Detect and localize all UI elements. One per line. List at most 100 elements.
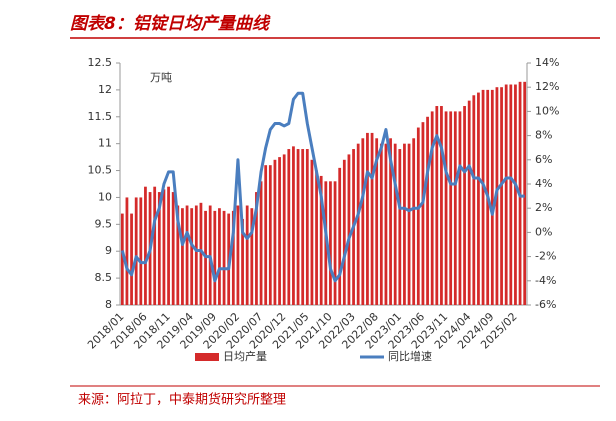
bar xyxy=(167,186,170,305)
bar xyxy=(301,149,305,305)
chart-title: 图表8：铝锭日均产量曲线 xyxy=(70,14,271,34)
bar xyxy=(375,138,379,305)
bar xyxy=(282,154,286,305)
y-tick-label: 9.5 xyxy=(95,217,113,230)
bar xyxy=(472,95,476,306)
bar xyxy=(278,157,281,305)
bar xyxy=(407,143,411,305)
y-tick-label: 9 xyxy=(105,244,112,257)
bar xyxy=(139,197,143,305)
bar xyxy=(176,205,180,305)
bar xyxy=(218,208,221,305)
y2-tick-label: -4% xyxy=(535,274,556,287)
y-tick-label: 12 xyxy=(98,83,112,96)
bar xyxy=(236,205,240,305)
bar xyxy=(463,106,466,306)
bar xyxy=(190,208,194,305)
y2-tick-label: -2% xyxy=(535,250,556,263)
bar xyxy=(250,208,254,305)
bar xyxy=(222,210,226,305)
y-tick-label: 8.5 xyxy=(95,271,113,284)
bar xyxy=(194,205,198,305)
legend-label: 日均产量 xyxy=(223,349,267,363)
y2-tick-label: -6% xyxy=(535,298,556,311)
bar xyxy=(292,146,295,305)
bar xyxy=(426,116,429,306)
bar xyxy=(181,208,184,305)
y-tick-label: 10 xyxy=(98,190,112,203)
y2-tick-label: 4% xyxy=(535,177,552,190)
bar xyxy=(130,213,133,305)
bar xyxy=(213,210,217,305)
bar xyxy=(338,167,342,305)
bar xyxy=(458,111,462,306)
bar xyxy=(241,218,244,305)
bar xyxy=(398,149,402,305)
bar xyxy=(477,92,480,305)
bar xyxy=(393,143,397,305)
bar xyxy=(120,213,124,305)
bar xyxy=(509,84,513,305)
y2-tick-label: 2% xyxy=(535,201,552,214)
bar xyxy=(268,165,272,305)
bar xyxy=(481,89,485,305)
y2-tick-label: 10% xyxy=(535,104,559,117)
bar xyxy=(467,100,471,306)
bar xyxy=(157,192,161,305)
bar xyxy=(389,138,392,305)
bar xyxy=(255,192,258,305)
bar xyxy=(444,111,448,306)
bar xyxy=(504,84,508,305)
bar xyxy=(310,159,314,305)
bar xyxy=(134,197,138,305)
bar xyxy=(384,143,388,305)
bar xyxy=(449,111,453,306)
bar xyxy=(305,149,309,305)
bar xyxy=(329,181,332,305)
source: 来源：阿拉丁，中泰期货研究所整理 xyxy=(78,392,286,408)
bar xyxy=(333,181,337,305)
bar xyxy=(361,138,365,305)
bar xyxy=(199,202,203,305)
y2-tick-label: 0% xyxy=(535,225,552,238)
bar xyxy=(379,143,383,305)
bar xyxy=(435,106,439,306)
bar xyxy=(356,143,360,305)
bar xyxy=(287,149,291,305)
bar xyxy=(453,111,457,306)
bar xyxy=(171,192,175,305)
bar xyxy=(342,159,346,305)
bar xyxy=(264,165,268,305)
y2-tick-label: 8% xyxy=(535,129,552,142)
bar xyxy=(153,186,157,305)
y-tick-label: 11.5 xyxy=(88,110,113,123)
bar xyxy=(347,154,351,305)
y-tick-label: 11 xyxy=(98,137,112,150)
bar xyxy=(523,81,527,305)
bar xyxy=(421,122,425,306)
bar xyxy=(125,197,129,305)
y2-tick-label: 14% xyxy=(535,56,559,69)
bar xyxy=(296,149,300,305)
bar xyxy=(440,106,443,306)
bar xyxy=(430,111,434,306)
legend-swatch xyxy=(195,353,219,361)
bar xyxy=(245,205,249,305)
bar xyxy=(162,189,166,305)
bar xyxy=(490,89,494,305)
bar xyxy=(231,210,235,305)
bar xyxy=(370,132,374,305)
bar xyxy=(315,170,318,305)
bar xyxy=(259,181,263,305)
y2-tick-label: 6% xyxy=(535,153,552,166)
y-tick-label: 12.5 xyxy=(88,56,113,69)
legend-label: 同比增速 xyxy=(388,349,432,363)
bar xyxy=(514,84,517,305)
bar xyxy=(273,159,277,305)
bar xyxy=(412,138,416,305)
bar xyxy=(500,87,503,305)
bar xyxy=(403,143,406,305)
y-tick-label: 8 xyxy=(105,298,112,311)
line xyxy=(120,91,525,283)
